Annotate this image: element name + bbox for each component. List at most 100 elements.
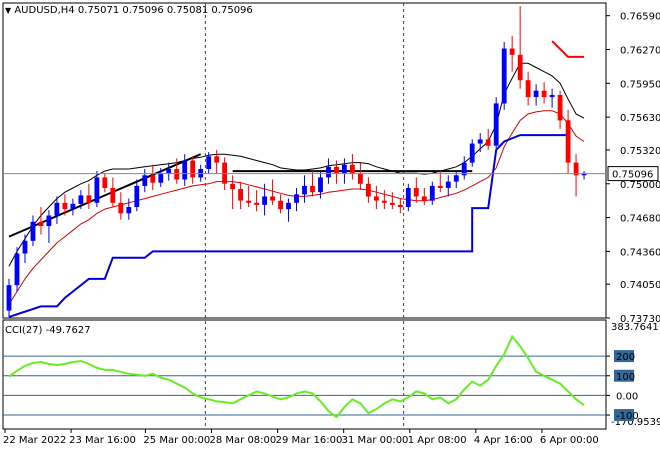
- candle: [182, 154, 188, 186]
- candle: [342, 158, 347, 184]
- candle-body: [158, 173, 164, 183]
- price-tick-label: 0.75950: [620, 79, 660, 90]
- candle-body: [270, 196, 275, 201]
- candle: [334, 160, 339, 184]
- candle: [118, 192, 124, 220]
- candle-body: [541, 90, 547, 97]
- time-tick-label: 1 Apr 08:00: [408, 435, 467, 446]
- candle-body: [286, 202, 291, 210]
- candle-body: [102, 177, 108, 188]
- candle: [581, 171, 587, 180]
- candle: [366, 177, 371, 203]
- candle: [38, 207, 44, 235]
- candle-body: [94, 177, 100, 203]
- candle: [238, 181, 243, 210]
- candle-body: [166, 169, 172, 174]
- candle-body: [366, 183, 371, 197]
- price-tick-label: 0.74360: [620, 247, 660, 258]
- candle: [310, 171, 315, 197]
- candle-body: [445, 181, 451, 188]
- candle: [318, 171, 323, 199]
- candle-body: [509, 48, 515, 55]
- candle-body: [46, 215, 52, 227]
- candle-body: [182, 160, 188, 180]
- candle: [166, 162, 172, 181]
- candle-body: [190, 160, 196, 178]
- trend-line-0: [8, 153, 202, 238]
- cci-level-label: 100: [616, 372, 635, 383]
- candle-body: [533, 90, 539, 97]
- candle: [70, 198, 76, 216]
- cci-level-label: -100: [616, 411, 639, 422]
- candle: [326, 158, 331, 184]
- candle: [461, 156, 467, 180]
- candle-body: [294, 194, 299, 203]
- candle-body: [142, 175, 148, 186]
- candle-body: [302, 185, 307, 195]
- candle-body: [14, 253, 20, 286]
- candle-body: [118, 202, 124, 214]
- candle-body: [390, 202, 395, 205]
- candle-body: [150, 175, 156, 183]
- candle-body: [254, 202, 259, 205]
- candle-body: [78, 195, 84, 204]
- current-price-box: [607, 166, 659, 182]
- candle: [469, 139, 475, 167]
- candle: [102, 173, 108, 193]
- candle: [350, 154, 355, 180]
- candle: [398, 198, 403, 214]
- candle-body: [6, 285, 12, 311]
- candle-body: [565, 120, 571, 163]
- candle: [549, 88, 555, 108]
- candle-body: [405, 188, 411, 207]
- symbol-label: AUDUSD,H4: [14, 5, 75, 16]
- candle-body: [54, 202, 60, 216]
- candle: [437, 171, 443, 193]
- candle-body: [342, 164, 347, 174]
- time-tick-label: 29 Mar 16:00: [276, 435, 343, 446]
- candle: [374, 185, 379, 210]
- cci-axis: 383.7641 -170.9539 200 100 0.00 -100: [606, 322, 660, 428]
- candle-body: [262, 196, 267, 205]
- cci-level-lines: [3, 355, 606, 416]
- candle: [517, 6, 523, 89]
- candle-body: [517, 54, 523, 81]
- time-tick-label: 4 Apr 16:00: [474, 435, 533, 446]
- candle-body: [453, 175, 459, 182]
- candle-body: [134, 185, 140, 207]
- candle-body: [334, 166, 339, 174]
- candle-body: [429, 185, 435, 201]
- candle-body: [437, 185, 443, 188]
- candle: [270, 179, 275, 205]
- current-price-label: 0.75096: [612, 170, 653, 181]
- candle-body: [62, 202, 68, 210]
- price-tick-label: 0.75630: [620, 113, 660, 124]
- candle: [142, 168, 148, 193]
- candle-body: [469, 143, 475, 163]
- candle: [294, 187, 299, 212]
- candlesticks: [6, 6, 587, 317]
- candle-body: [557, 95, 563, 121]
- price-tick-label: 0.74680: [620, 214, 660, 225]
- candle-body: [126, 207, 132, 214]
- candle: [358, 162, 363, 191]
- price-tick-label: 0.76270: [620, 46, 660, 57]
- candle-body: [382, 200, 387, 203]
- candle: [565, 109, 571, 174]
- candle: [214, 149, 220, 174]
- triangle-down-icon[interactable]: ▼: [5, 6, 12, 15]
- candle: [557, 90, 563, 129]
- vertical-gridlines: [204, 3, 405, 429]
- candle: [62, 194, 68, 216]
- candle-body: [206, 156, 212, 169]
- candle: [150, 164, 156, 191]
- candle: [158, 167, 164, 187]
- chart-frame: [2, 2, 607, 430]
- candle-body: [525, 80, 531, 98]
- candle: [14, 247, 20, 292]
- candle-body: [246, 200, 251, 203]
- candle-body: [214, 156, 220, 163]
- candle: [126, 198, 132, 220]
